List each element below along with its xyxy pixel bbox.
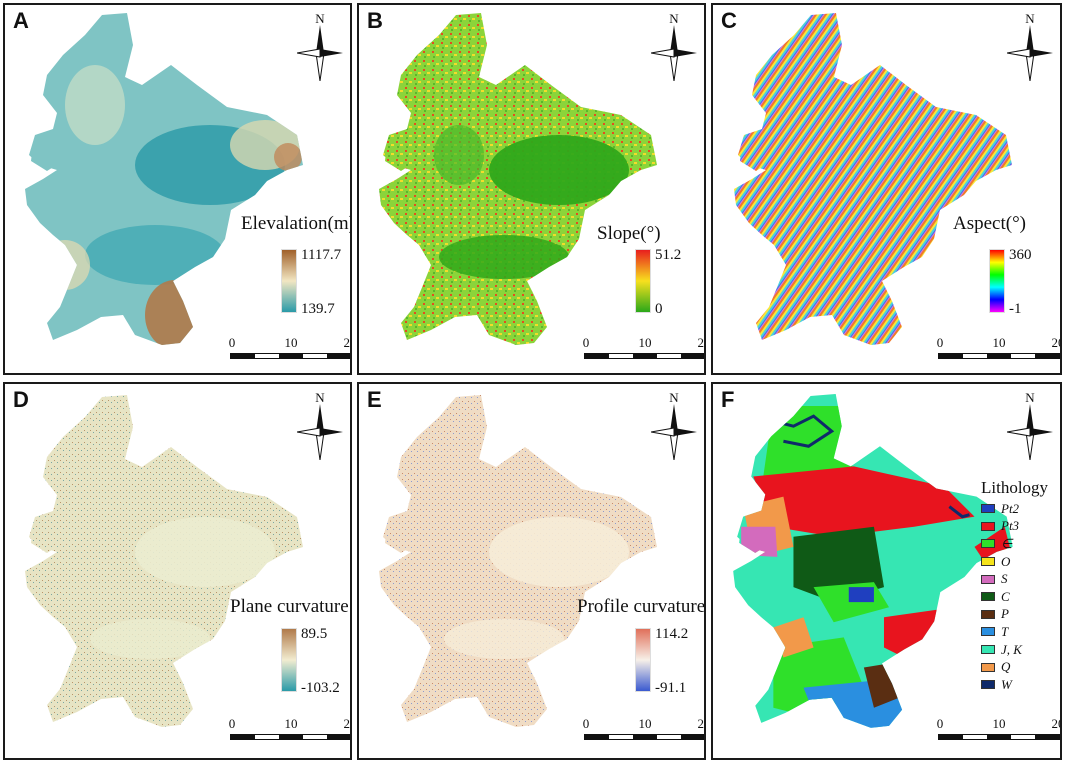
legend-swatch <box>981 592 995 602</box>
legend-title: Slope(°) <box>597 223 661 244</box>
lithology-legend-item: P <box>981 606 1059 624</box>
legend-max: 360 <box>1009 247 1032 263</box>
north-arrow: N <box>297 390 343 460</box>
lithology-legend-item: C <box>981 588 1059 606</box>
north-label: N <box>669 390 679 405</box>
north-arrow: N <box>297 11 343 81</box>
north-label: N <box>1025 390 1035 405</box>
legend-min: -91.1 <box>655 680 687 696</box>
lithology-legend-item: Q <box>981 658 1059 676</box>
legend-title: Lithology <box>981 478 1049 497</box>
elevation-map <box>25 13 303 345</box>
legend-swatch <box>981 680 995 690</box>
legend-min: -1 <box>1009 301 1022 317</box>
legend-label: Pt3 <box>1001 518 1020 534</box>
north-label: N <box>315 11 325 26</box>
legend-color-ramp <box>635 249 651 313</box>
legend-label: O <box>1001 553 1011 569</box>
legend-title: Profile curvature <box>577 596 706 617</box>
lithology-map <box>733 393 1013 728</box>
legend-label: C <box>1001 588 1010 604</box>
legend-max: 114.2 <box>655 626 689 642</box>
scale-bar: 0 10 20 km <box>229 335 350 373</box>
legend-max: 89.5 <box>301 626 328 642</box>
scale-bar: 0 10 20 km <box>937 716 1060 756</box>
legend-swatch <box>981 662 995 672</box>
legend-label: Pt2 <box>1001 500 1020 516</box>
legend-color-ramp <box>635 628 651 692</box>
legend-label: W <box>1001 676 1012 692</box>
compass-icon <box>297 404 343 460</box>
panel-d-plane-curvature: D N Plane curvature 89.5 -103.2 0 10 20 … <box>3 382 352 760</box>
legend-swatch <box>981 521 995 531</box>
lithology-legend-item: Pt2 <box>981 500 1059 518</box>
compass-icon <box>651 404 697 460</box>
panel-a-elevation: A N Elevalation(m) 1117.7 139.7 0 10 20 … <box>3 3 352 375</box>
slope-map <box>379 13 657 345</box>
scale-bar: 0 10 20 km <box>937 335 1060 373</box>
lithology-legend-item: J, K <box>981 641 1059 659</box>
legend-min: 0 <box>655 301 663 317</box>
legend-label: S <box>1001 571 1008 587</box>
legend-swatch <box>981 609 995 619</box>
lithology-legend-item: T <box>981 623 1059 641</box>
aspect-map <box>734 13 1012 345</box>
compass-icon <box>1007 404 1053 460</box>
panel-label-f: F <box>721 387 735 412</box>
legend-swatch <box>981 539 995 549</box>
north-label: N <box>315 390 325 405</box>
north-arrow: N <box>1007 11 1053 81</box>
legend-max: 1117.7 <box>301 247 342 263</box>
compass-icon <box>1007 25 1053 81</box>
legend-label: Q <box>1001 659 1011 675</box>
lithology-legend-item: S <box>981 570 1059 588</box>
north-label: N <box>1025 11 1035 26</box>
lithology-legend-item: O <box>981 553 1059 571</box>
scale-bar: 0 10 20 km <box>583 335 704 373</box>
legend-label: ∈ <box>1001 535 1013 551</box>
legend-title: Aspect(°) <box>953 213 1027 234</box>
north-arrow: N <box>651 390 697 460</box>
legend-swatch <box>981 504 995 514</box>
legend-color-ramp <box>989 249 1005 313</box>
legend-swatch <box>981 574 995 584</box>
panel-e-profile-curvature: E N Profile curvature 114.2 -91.1 0 10 2… <box>357 382 706 760</box>
panel-c-aspect: C N Aspect(°) 360 -1 0 10 20 km <box>711 3 1062 375</box>
scale-bar: 0 10 20 km <box>583 716 704 756</box>
lithology-legend-item: W <box>981 676 1059 694</box>
legend-title: Elevalation(m) <box>241 213 352 234</box>
panel-label-b: B <box>367 8 383 33</box>
legend-label: P <box>1001 606 1009 622</box>
legend-min: 139.7 <box>301 301 335 317</box>
legend-swatch <box>981 557 995 567</box>
north-arrow: N <box>1007 390 1053 460</box>
profile-curvature-map <box>379 395 657 727</box>
legend-color-ramp <box>281 628 297 692</box>
lithology-legend-item: ∈ <box>981 535 1059 553</box>
legend-label: J, K <box>1001 641 1022 657</box>
north-arrow: N <box>651 11 697 81</box>
compass-icon <box>651 25 697 81</box>
panel-b-slope: B N Slope(°) 51.2 0 0 10 20 km <box>357 3 706 375</box>
north-label: N <box>669 11 679 26</box>
panel-label-d: D <box>13 387 29 412</box>
legend-title: Plane curvature <box>230 596 349 617</box>
legend-label: T <box>1001 623 1009 639</box>
plane-curvature-map <box>25 395 303 727</box>
panel-label-a: A <box>13 8 29 33</box>
panel-label-c: C <box>721 8 737 33</box>
legend-color-ramp <box>281 249 297 313</box>
legend-min: -103.2 <box>301 680 340 696</box>
legend-swatch <box>981 627 995 637</box>
scale-bar: 0 10 20 km <box>229 716 350 756</box>
legend-swatch <box>981 645 995 655</box>
lithology-legend-item: Pt3 <box>981 518 1059 536</box>
legend-max: 51.2 <box>655 247 682 263</box>
compass-icon <box>297 25 343 81</box>
panel-label-e: E <box>367 387 382 412</box>
